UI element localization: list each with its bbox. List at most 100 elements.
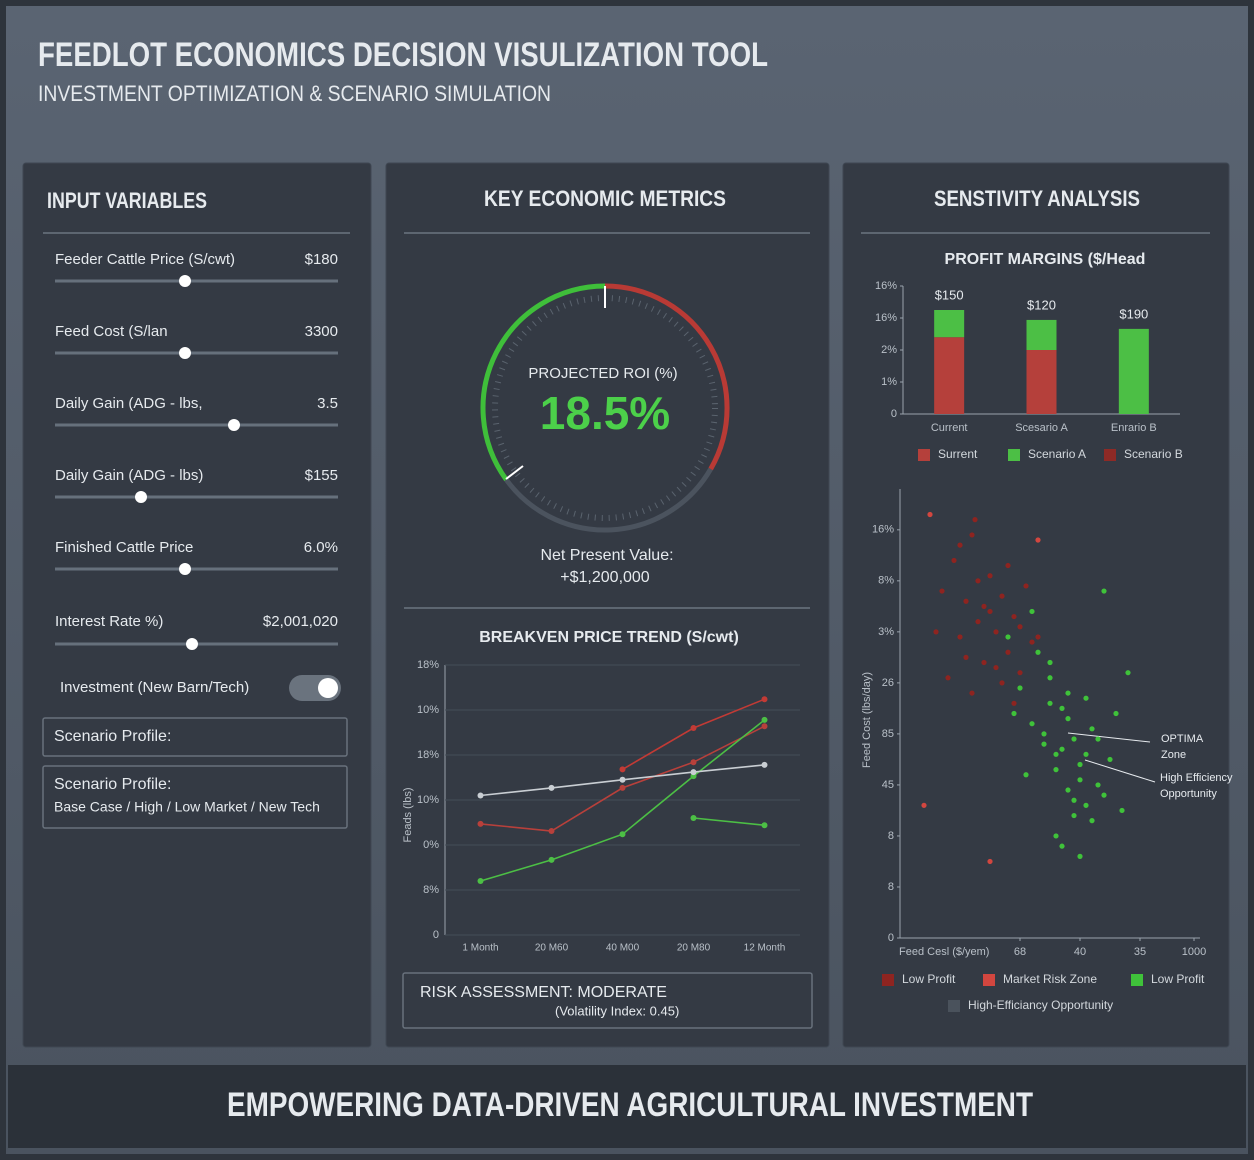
panel-title: INPUT VARIABLES bbox=[47, 188, 207, 213]
risk-label: RISK ASSESSMENT: MODERATE bbox=[420, 984, 667, 1001]
y-tick-label: 0 bbox=[888, 932, 894, 944]
bar-segment bbox=[1026, 319, 1057, 350]
y-tick-label: 18% bbox=[417, 659, 439, 671]
panel-title: SENSTIVITY ANALYSIS bbox=[934, 186, 1140, 211]
point bbox=[1041, 741, 1047, 747]
y-axis-label: Feed Cost (lbs/day) bbox=[861, 672, 873, 768]
bar-segment bbox=[1118, 328, 1149, 414]
point bbox=[1047, 700, 1053, 706]
x-tick-label: Scesario A bbox=[1015, 422, 1068, 434]
bar-segment bbox=[934, 310, 965, 338]
slider-knob[interactable] bbox=[179, 347, 191, 359]
x-tick-label: 68 bbox=[1014, 946, 1026, 958]
slider-knob[interactable] bbox=[179, 563, 191, 575]
point bbox=[1005, 649, 1011, 655]
point bbox=[1089, 818, 1095, 824]
y-tick-label: 8% bbox=[878, 575, 894, 587]
point bbox=[1071, 812, 1077, 819]
slider[interactable]: Interest Rate %) $2,001,020 bbox=[55, 613, 338, 650]
scenario-box[interactable] bbox=[42, 717, 348, 757]
y-tick-label: 26 bbox=[882, 677, 894, 689]
x-tick-label: 35 bbox=[1134, 946, 1146, 958]
annotation-leader bbox=[1067, 732, 1151, 743]
slider[interactable]: Daily Gain (ADG - lbs) $155 bbox=[55, 467, 338, 503]
point bbox=[969, 532, 975, 538]
x-tick-label: Current bbox=[931, 422, 968, 434]
slider-knob[interactable] bbox=[228, 419, 240, 431]
page-subtitle: INVESTMENT OPTIMIZATION & SCENARIO SIMUL… bbox=[38, 81, 551, 106]
slider[interactable]: Finished Cattle Price 6.0% bbox=[55, 539, 338, 575]
x-tick-label: 1 Month bbox=[462, 943, 498, 954]
npv-value: +$1,200,000 bbox=[560, 569, 650, 586]
point bbox=[987, 573, 993, 579]
slider-label: Feed Cost (S/lan bbox=[55, 323, 168, 340]
point bbox=[981, 603, 987, 609]
point bbox=[1029, 639, 1035, 645]
point bbox=[548, 784, 555, 791]
point bbox=[1101, 792, 1107, 798]
toggle[interactable] bbox=[289, 675, 341, 701]
point bbox=[1083, 695, 1089, 701]
point bbox=[1101, 588, 1107, 594]
x-tick-label: 20 M80 bbox=[677, 943, 711, 954]
y-tick-label: 8% bbox=[423, 884, 439, 896]
point bbox=[1047, 659, 1053, 666]
point bbox=[975, 619, 981, 625]
gauge-track bbox=[504, 467, 713, 533]
slider-value: 6.0% bbox=[304, 539, 338, 556]
point bbox=[1035, 537, 1041, 543]
y-tick-label: 10% bbox=[417, 794, 439, 806]
slider-value: $155 bbox=[305, 467, 338, 484]
point bbox=[690, 759, 697, 766]
x-tick-label: Enrario B bbox=[1111, 422, 1157, 434]
slider[interactable]: Feed Cost (S/lan 3300 bbox=[55, 323, 338, 359]
point bbox=[921, 802, 927, 808]
point bbox=[1053, 751, 1059, 757]
point bbox=[477, 792, 484, 799]
x-axis-label: Feed Cesl ($/yem) bbox=[899, 946, 989, 958]
slider[interactable]: Daily Gain (ADG - lbs, 3.5 bbox=[55, 395, 338, 431]
y-tick-label: 8 bbox=[888, 830, 894, 842]
scenario-profile[interactable] bbox=[42, 765, 348, 829]
point bbox=[987, 858, 993, 865]
slider-knob[interactable] bbox=[179, 275, 191, 287]
point bbox=[1077, 777, 1083, 783]
point bbox=[993, 664, 999, 671]
slider-knob[interactable] bbox=[135, 491, 147, 503]
point bbox=[619, 831, 626, 838]
annotation-leader bbox=[1084, 759, 1156, 783]
point bbox=[1023, 772, 1029, 778]
point bbox=[1029, 721, 1035, 727]
y-tick-label: 8 bbox=[888, 881, 894, 893]
point bbox=[1035, 649, 1041, 655]
metrics-panel bbox=[385, 162, 830, 1048]
legend-label: Scenario B bbox=[1124, 447, 1183, 461]
slider-knob[interactable] bbox=[186, 638, 198, 650]
slider-label: Daily Gain (ADG - lbs, bbox=[55, 395, 203, 412]
point bbox=[987, 608, 993, 615]
chart-title: PROFIT MARGINS ($/Head bbox=[945, 251, 1146, 268]
bar-segment bbox=[934, 337, 965, 414]
point bbox=[993, 629, 999, 635]
slider-value: 3.5 bbox=[317, 395, 338, 412]
point bbox=[933, 629, 939, 635]
point bbox=[690, 725, 697, 731]
slider[interactable]: Feeder Cattle Price (S/cwt) $180 bbox=[55, 251, 338, 287]
slider-value: $180 bbox=[305, 251, 338, 268]
point bbox=[1113, 710, 1119, 717]
line bbox=[693, 817, 765, 826]
annotation: OPTIMA bbox=[1161, 733, 1204, 745]
point bbox=[619, 784, 626, 791]
legend-swatch bbox=[1104, 449, 1116, 461]
point bbox=[939, 588, 945, 594]
legend-label: Low Profit bbox=[1151, 972, 1205, 986]
sensitivity-panel bbox=[842, 162, 1230, 1048]
npv-label: Net Present Value: bbox=[540, 547, 673, 564]
point bbox=[761, 822, 768, 829]
y-tick-label: 16% bbox=[875, 312, 897, 324]
gauge-red bbox=[604, 283, 730, 471]
point bbox=[1059, 843, 1065, 849]
inputs-panel bbox=[22, 162, 372, 1048]
point bbox=[1071, 797, 1077, 803]
